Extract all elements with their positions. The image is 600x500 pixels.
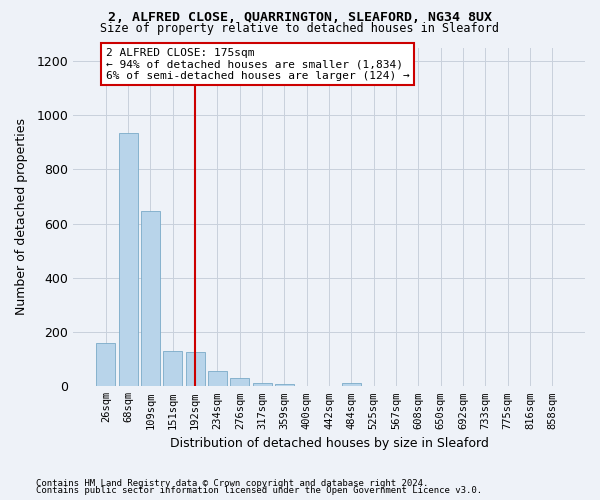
Bar — [253, 382, 272, 386]
Text: 2, ALFRED CLOSE, QUARRINGTON, SLEAFORD, NG34 8UX: 2, ALFRED CLOSE, QUARRINGTON, SLEAFORD, … — [108, 11, 492, 24]
Text: 2 ALFRED CLOSE: 175sqm
← 94% of detached houses are smaller (1,834)
6% of semi-d: 2 ALFRED CLOSE: 175sqm ← 94% of detached… — [106, 48, 410, 80]
Bar — [275, 384, 294, 386]
Bar — [185, 352, 205, 386]
Text: Contains HM Land Registry data © Crown copyright and database right 2024.: Contains HM Land Registry data © Crown c… — [36, 478, 428, 488]
Text: Size of property relative to detached houses in Sleaford: Size of property relative to detached ho… — [101, 22, 499, 35]
Y-axis label: Number of detached properties: Number of detached properties — [15, 118, 28, 316]
Text: Contains public sector information licensed under the Open Government Licence v3: Contains public sector information licen… — [36, 486, 482, 495]
Bar — [119, 133, 137, 386]
Bar — [141, 210, 160, 386]
Bar — [208, 371, 227, 386]
Bar — [230, 378, 249, 386]
Bar — [97, 343, 115, 386]
Bar — [163, 351, 182, 386]
Bar — [342, 383, 361, 386]
X-axis label: Distribution of detached houses by size in Sleaford: Distribution of detached houses by size … — [170, 437, 488, 450]
